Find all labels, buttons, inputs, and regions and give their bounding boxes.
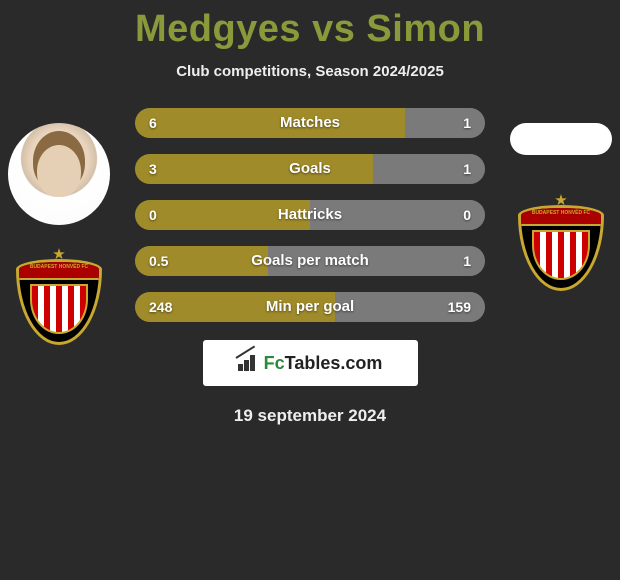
stat-label: Goals — [135, 154, 485, 184]
stat-row: 248159Min per goal — [135, 292, 485, 322]
player-right-avatar-placeholder — [510, 123, 612, 155]
club-banner-text: BUDAPEST HONVÉD FC — [19, 262, 99, 280]
stats-container: 61Matches 31Goals 00Hattricks 0.51Goals per… — [135, 108, 485, 322]
brand-badge: FcTables.com — [203, 340, 418, 386]
chart-icon — [238, 355, 258, 371]
club-banner-text: BUDAPEST HONVÉD FC — [521, 208, 601, 226]
subtitle: Club competitions, Season 2024/2025 — [0, 63, 620, 80]
brand-text: FcTables.com — [264, 353, 383, 374]
player-left-club-badge: ★ BUDAPEST HONVÉD FC — [12, 251, 106, 345]
stat-label: Hattricks — [135, 200, 485, 230]
player-right-club-badge: ★ BUDAPEST HONVÉD FC — [514, 197, 608, 291]
page-title: Medgyes vs Simon — [0, 0, 620, 51]
stat-label: Goals per match — [135, 246, 485, 276]
comparison-area: ★ BUDAPEST HONVÉD FC ★ BUDAPEST HONVÉD F… — [0, 108, 620, 426]
date-label: 19 september 2024 — [0, 406, 620, 426]
stat-row: 31Goals — [135, 154, 485, 184]
player-left-avatar — [8, 123, 110, 225]
stat-row: 00Hattricks — [135, 200, 485, 230]
stat-row: 61Matches — [135, 108, 485, 138]
stat-label: Min per goal — [135, 292, 485, 322]
player-right-column: ★ BUDAPEST HONVÉD FC — [510, 123, 612, 291]
stat-row: 0.51Goals per match — [135, 246, 485, 276]
stat-label: Matches — [135, 108, 485, 138]
player-left-column: ★ BUDAPEST HONVÉD FC — [8, 123, 110, 345]
